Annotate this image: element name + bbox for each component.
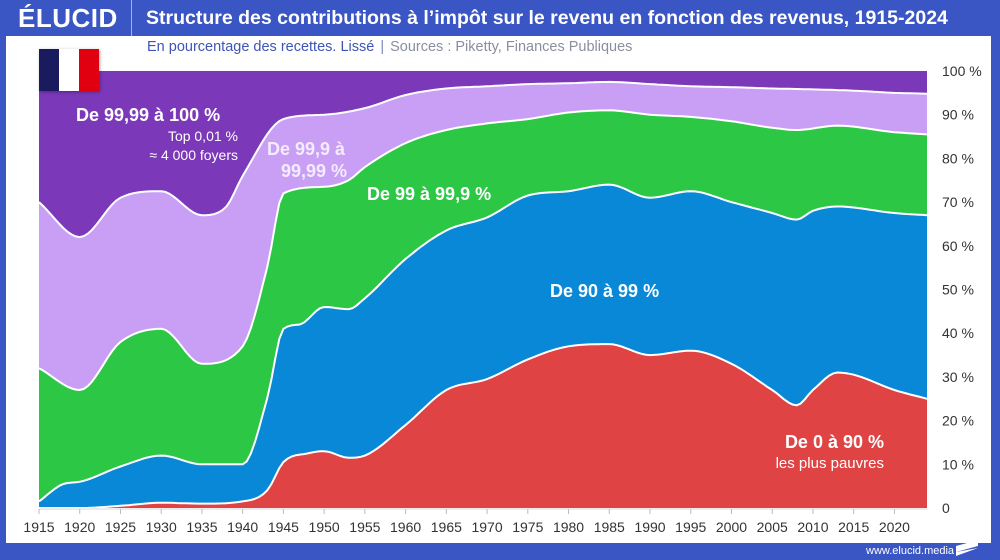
label-top-001-title: De 99,99 à 100 % xyxy=(76,105,221,125)
x-tick-label: 1995 xyxy=(675,519,706,535)
x-tick-label: 1925 xyxy=(105,519,136,535)
y-tick-label: 20 % xyxy=(942,413,974,429)
label-p0-title: De 0 à 90 % xyxy=(784,432,884,452)
mark-upper xyxy=(956,540,978,552)
band-boundary-line-2 xyxy=(38,109,928,392)
subtitle-separator: | xyxy=(380,39,385,55)
x-tick-label: 1930 xyxy=(146,519,177,535)
x-tick-label: 2015 xyxy=(838,519,869,535)
x-tick-label: 1940 xyxy=(227,519,258,535)
area-band-1 xyxy=(39,184,927,508)
y-tick-label: 100 % xyxy=(942,63,982,79)
band-boundary-line-0 xyxy=(39,343,928,509)
sources-text: Sources : Piketty, Finances Publiques xyxy=(390,39,633,55)
chart-subtitle: En pourcentage des recettes. Lissé | Sourc… xyxy=(147,38,632,56)
label-p999-line2: 99,99 % xyxy=(281,161,348,181)
y-axis: 0 10 % 20 % 30 % 40 % 50 % 60 % 70 % 80 % 90 % 100… xyxy=(942,63,982,516)
header-divider xyxy=(131,0,132,36)
label-p99: De 99 à 99,9 % xyxy=(367,184,492,204)
y-tick-label: 0 xyxy=(942,500,950,516)
label-top-001-line2: ≈ 4 000 foyers xyxy=(149,147,238,163)
france-flag-icon xyxy=(39,49,99,91)
header-bar: ÉLUCID Structure des contributions à l’i… xyxy=(0,0,1000,36)
area-band-0 xyxy=(39,344,927,508)
subtitle-text: En pourcentage des recettes. Lissé xyxy=(147,39,375,55)
footer-url: www.elucid.media xyxy=(866,545,955,557)
y-tick-label: 80 % xyxy=(942,150,974,166)
x-tick-label: 1915 xyxy=(23,519,54,535)
y-tick-label: 90 % xyxy=(942,107,974,123)
flag-blue-stripe xyxy=(39,49,59,91)
x-tick-label: 1990 xyxy=(634,519,665,535)
y-tick-label: 60 % xyxy=(942,238,974,254)
y-tick-label: 30 % xyxy=(942,369,974,385)
flag-white-stripe xyxy=(59,49,79,91)
x-tick-label: 1985 xyxy=(594,519,625,535)
x-axis: 1915 1920 1925 1930 1935 1940 1945 1950 1955 1960… xyxy=(23,508,927,535)
x-tick-label: 2000 xyxy=(716,519,747,535)
area-layers xyxy=(39,71,927,508)
x-tick-label: 1980 xyxy=(553,519,584,535)
x-tick-label: 1965 xyxy=(431,519,462,535)
band-boundary-line-1 xyxy=(38,183,928,503)
x-tick-label: 2005 xyxy=(757,519,788,535)
brand-logo: ÉLUCID xyxy=(18,3,118,33)
area-band-2 xyxy=(39,110,927,502)
x-tick-label: 1970 xyxy=(471,519,502,535)
y-tick-label: 50 % xyxy=(942,282,974,298)
label-p90: De 90 à 99 % xyxy=(550,281,660,301)
y-tick-label: 70 % xyxy=(942,194,974,210)
label-top-001-line1: Top 0,01 % xyxy=(167,128,238,144)
label-p999-line1: De 99,9 à xyxy=(267,139,346,159)
y-tick-label: 10 % xyxy=(942,456,974,472)
x-tick-label: 2010 xyxy=(797,519,828,535)
x-tick-label: 1945 xyxy=(268,519,299,535)
boundary-lines xyxy=(38,80,928,509)
x-tick-label: 1935 xyxy=(186,519,217,535)
chart-title: Structure des contributions à l’impôt su… xyxy=(146,7,948,29)
flag-red-stripe xyxy=(79,49,99,91)
label-p0-line1: les plus pauvres xyxy=(775,455,884,472)
x-tick-label: 1975 xyxy=(512,519,543,535)
x-tick-label: 1920 xyxy=(64,519,95,535)
band-boundary-line-3 xyxy=(38,80,928,239)
x-tick-label: 1950 xyxy=(309,519,340,535)
area-band-3 xyxy=(39,81,927,391)
mark-lower xyxy=(956,548,978,556)
x-tick-label: 1960 xyxy=(390,519,421,535)
x-tick-label: 1955 xyxy=(349,519,380,535)
elucid-mark-icon xyxy=(956,540,978,556)
y-tick-label: 40 % xyxy=(942,325,974,341)
area-band-4 xyxy=(39,71,927,238)
x-tick-label: 2020 xyxy=(879,519,910,535)
